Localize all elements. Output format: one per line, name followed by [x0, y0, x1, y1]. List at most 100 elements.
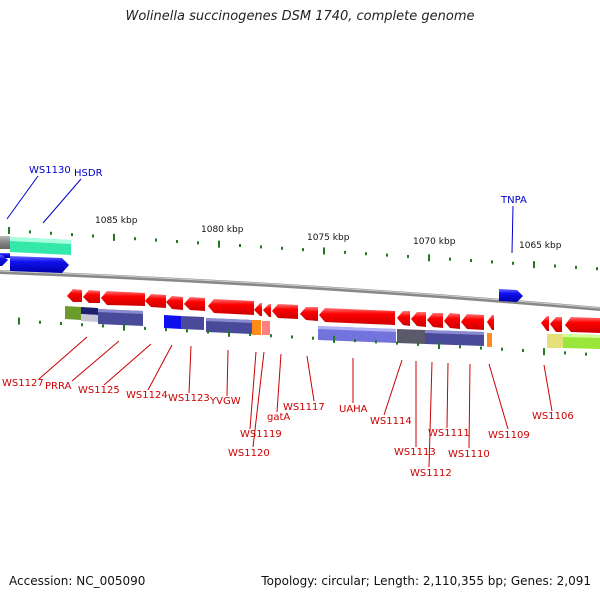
scale-ticks: [8, 227, 598, 356]
reverse-gene-label-leader: [249, 351, 257, 430]
forward-gene-label-leader: [511, 205, 514, 254]
reverse-gene-label-leader: [446, 362, 449, 429]
scale-label: 1075 kbp: [307, 233, 350, 243]
tick-mark: [470, 259, 472, 263]
tick-mark: [207, 330, 209, 334]
reverse-gene-label[interactable]: WS1109: [488, 430, 530, 441]
reverse-gene: [145, 294, 166, 308]
domain-bar-grey: [0, 236, 10, 249]
tick-mark: [323, 247, 325, 255]
reverse-gene: [397, 311, 410, 326]
reverse-gene-label-leader: [38, 336, 88, 380]
reverse-gene-label-leader: [71, 340, 120, 382]
reverse-gene: [461, 314, 484, 330]
reverse-gene-label-leader: [543, 364, 553, 412]
tick-mark: [459, 345, 461, 349]
tick-mark: [491, 260, 493, 264]
tick-mark: [260, 245, 262, 249]
reverse-gene-label[interactable]: WS1106: [532, 411, 574, 422]
tick-mark: [417, 342, 419, 346]
tick-mark: [186, 329, 188, 333]
reverse-gene-label-leader: [252, 351, 265, 448]
reverse-gene-label-leader: [468, 363, 471, 449]
forward-gene-tnpa: [499, 289, 523, 302]
scale-label: 1070 kbp: [413, 237, 456, 247]
reverse-gene: [272, 304, 298, 319]
reverse-gene-label[interactable]: WS1127: [2, 378, 44, 389]
reverse-gene-label[interactable]: WS1125: [78, 385, 120, 396]
tick-mark: [533, 261, 535, 269]
forward-gene-label-leader: [42, 178, 82, 224]
reverse-gene-label-leader: [103, 343, 152, 386]
domain-bar-teal-highlight: [10, 237, 71, 244]
tick-mark: [113, 233, 115, 241]
reverse-gene-label[interactable]: WS1111: [428, 428, 470, 439]
tick-mark: [155, 238, 157, 242]
reverse-gene: [550, 317, 562, 332]
reverse-gene: [67, 289, 82, 302]
domain-bar-purple-hl: [425, 330, 484, 335]
reverse-gene-label[interactable]: gatA: [267, 412, 290, 423]
reverse-gene: [263, 304, 271, 317]
tick-mark: [50, 231, 52, 235]
reverse-gene-label[interactable]: WS1117: [283, 402, 325, 413]
tick-mark: [375, 340, 377, 344]
reverse-gene-label[interactable]: WS1119: [240, 429, 282, 440]
tick-mark: [218, 240, 220, 248]
tick-mark: [585, 352, 587, 356]
map-title: Wolinella succinogenes DSM 1740, complet…: [125, 9, 475, 24]
reverse-gene-label[interactable]: WS1120: [228, 448, 270, 459]
tick-mark: [449, 257, 451, 261]
reverse-gene: [208, 299, 254, 315]
gene-labels: 1085 kbp 1080 kbp 1075 kbp 1070 kbp 1065 kbp…: [2, 165, 574, 479]
tick-mark: [354, 339, 356, 343]
reverse-gene-label[interactable]: WS1112: [410, 468, 452, 479]
reverse-gene-label[interactable]: YVGW: [209, 396, 241, 407]
tick-mark: [575, 265, 577, 269]
tick-mark: [522, 348, 524, 352]
reverse-gene-label-leader: [428, 361, 433, 468]
forward-gene-label[interactable]: HSDR: [74, 168, 103, 179]
reverse-gene-label[interactable]: WS1123: [168, 393, 210, 404]
reverse-gene-label[interactable]: UAHA: [339, 404, 368, 415]
reverse-gene: [565, 317, 600, 333]
tick-mark: [102, 324, 104, 328]
tick-mark: [512, 261, 514, 265]
reverse-gene-label-leader: [276, 353, 282, 413]
tick-mark: [249, 333, 251, 337]
reverse-gene-label-leader: [188, 345, 192, 394]
tick-mark: [291, 335, 293, 339]
tick-mark: [438, 342, 440, 350]
reverse-gene-label[interactable]: WS1124: [126, 390, 168, 401]
reverse-gene-label[interactable]: WS1114: [370, 416, 412, 427]
tick-mark: [386, 253, 388, 257]
forward-gene-label[interactable]: TNPA: [500, 195, 527, 206]
reverse-gene: [166, 296, 183, 310]
genome-summary: Topology: circular; Length: 2,110,355 bp…: [261, 574, 591, 588]
reverse-gene-label[interactable]: PRRA: [45, 381, 72, 392]
tick-mark: [39, 320, 41, 324]
domain-bar-purple: [181, 316, 204, 330]
tick-mark: [134, 237, 136, 241]
domain-bar-olive: [65, 306, 81, 320]
tick-mark: [270, 334, 272, 338]
reverse-gene-label[interactable]: WS1110: [448, 449, 490, 460]
domain-bar-purple-hl: [206, 318, 252, 323]
domain-bar-blue: [164, 315, 181, 329]
tick-mark: [8, 227, 10, 235]
scale-label: 1085 kbp: [95, 216, 138, 226]
reverse-gene-label[interactable]: WS1113: [394, 447, 436, 458]
reverse-gene: [487, 315, 494, 330]
reverse-gene: [427, 313, 443, 328]
reverse-gene-label-leader: [147, 344, 173, 391]
tick-mark: [596, 267, 598, 271]
reverse-gene-label-leader: [383, 359, 403, 416]
tick-mark: [18, 317, 20, 325]
tick-mark: [428, 254, 430, 262]
tick-mark: [29, 230, 31, 234]
forward-gene-label[interactable]: WS1130: [29, 165, 71, 176]
reverse-gene: [541, 316, 549, 331]
reverse-gene: [83, 290, 100, 303]
tick-mark: [123, 323, 125, 331]
